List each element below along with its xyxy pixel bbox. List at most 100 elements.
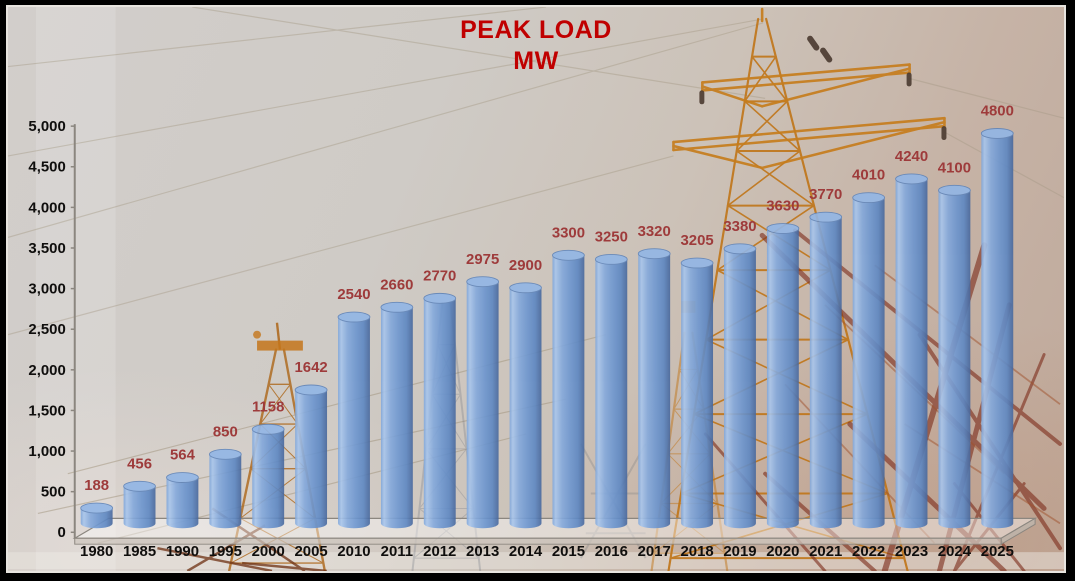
bar-cylinder-1990 — [166, 472, 199, 529]
pylon-arm — [701, 63, 911, 84]
x-axis-label: 2020 — [766, 544, 799, 560]
cylinder-body — [766, 228, 799, 529]
pylon-arms — [672, 7, 946, 170]
bar-value-label: 3250 — [595, 230, 628, 246]
cylinder-body — [638, 253, 671, 529]
bar-value-label: 2900 — [509, 258, 542, 274]
cylinder-top — [980, 128, 1014, 139]
tower-head-detail — [253, 330, 262, 339]
bar-value-label: 564 — [170, 448, 196, 464]
cylinder-body — [423, 298, 456, 529]
bar-cylinder-2013 — [466, 276, 500, 529]
bar-cylinder-2015 — [552, 249, 585, 529]
bar-cylinder-1995 — [208, 448, 242, 529]
cylinder-top — [337, 311, 371, 323]
cylinder-top — [852, 192, 886, 204]
pylon-arm — [760, 120, 946, 170]
bar-cylinder-2017 — [637, 248, 671, 529]
x-axis-label: 2017 — [638, 544, 671, 560]
pylon-arm — [760, 67, 911, 108]
bar-cylinder-2012 — [423, 292, 457, 529]
cylinder-body — [466, 281, 499, 529]
power-line — [8, 155, 674, 336]
bar-value-label: 3380 — [723, 219, 756, 235]
cylinder-body — [252, 429, 285, 529]
bar-value-label: 188 — [84, 478, 109, 494]
bar-cylinder-1980 — [80, 502, 114, 529]
x-axis-label: 1995 — [209, 544, 242, 560]
chart-floor-side — [1000, 517, 1036, 546]
cylinder-top — [552, 249, 585, 261]
pylon-arm — [672, 144, 764, 170]
chart-title-line2: MW — [513, 47, 559, 76]
insulator-icon — [699, 90, 705, 105]
x-axis-label: 2022 — [852, 544, 885, 560]
cylinder-top — [809, 211, 843, 223]
bar-value-label: 850 — [213, 424, 238, 440]
cylinder-body — [681, 263, 714, 529]
bar-value-label: 2975 — [466, 252, 499, 268]
tower-cross-brace — [751, 55, 789, 103]
cylinder-body — [209, 454, 242, 529]
y-tick-label: 3,000 — [28, 282, 65, 298]
x-axis-label: 1990 — [166, 544, 199, 560]
x-axis-label: 2021 — [809, 544, 842, 560]
insulators — [699, 35, 947, 141]
x-axis-label: 2010 — [337, 544, 370, 560]
bar-value-label: 4100 — [938, 160, 971, 176]
y-tick-label: 5,000 — [28, 119, 65, 135]
x-axis-label: 1985 — [123, 544, 156, 560]
bar-value-label: 2540 — [337, 287, 370, 303]
tower-head — [257, 340, 303, 351]
cylinder-top — [509, 282, 542, 294]
tower-cross-brace — [743, 100, 801, 152]
cylinder-top — [723, 243, 757, 255]
bar-value-label: 3630 — [766, 199, 799, 215]
bar-cylinder-2020 — [766, 223, 800, 529]
bar-cylinder-1985 — [123, 480, 156, 529]
x-axis-label: 2015 — [552, 544, 585, 560]
insulator-icon — [941, 126, 947, 141]
cylinder-top — [938, 184, 971, 196]
cylinder-body — [938, 190, 971, 529]
x-axis-label: 2019 — [723, 544, 756, 560]
x-axis-label: 2013 — [466, 544, 499, 560]
x-axis-label: 2018 — [680, 544, 713, 560]
insulator-icon — [807, 35, 820, 51]
cylinder-body — [123, 486, 156, 529]
cylinder-body — [809, 217, 842, 529]
bar-value-label: 4240 — [895, 149, 928, 165]
cylinder-body — [595, 259, 628, 529]
bar-cylinder-2024 — [938, 184, 971, 529]
x-axis-label: 2025 — [981, 544, 1014, 560]
y-tick-label: 0 — [57, 525, 65, 541]
bar-chart-canvas: 0 500 1,000 1,500 2,000 2,500 3,000 3,500 4,000 4… — [28, 104, 1038, 560]
power-line — [192, 7, 766, 99]
cylinder-body — [552, 255, 585, 529]
bar-value-label: 4010 — [852, 168, 885, 184]
cylinder-top — [423, 292, 457, 304]
chart-title: PEAK LOAD MW — [8, 15, 1064, 78]
bar-value-label: 3300 — [552, 225, 585, 241]
x-axis-label: 2012 — [423, 544, 456, 560]
pylon-arm — [701, 71, 911, 92]
tower-cross-brace — [735, 150, 815, 207]
y-tick-label: 4,000 — [28, 200, 65, 216]
cylinder-body — [981, 133, 1014, 529]
cylinder-top — [637, 248, 671, 260]
lattice-line — [241, 561, 327, 571]
x-axis-label: 1980 — [80, 544, 113, 560]
bar-cylinder-2022 — [852, 192, 886, 529]
bar-value-label: 2770 — [423, 268, 456, 284]
cylinder-top — [80, 502, 114, 514]
cylinder-top — [680, 257, 714, 269]
cylinder-body — [724, 248, 756, 529]
cylinder-body — [852, 197, 885, 529]
x-axis-label: 2014 — [509, 544, 543, 560]
bar-cylinder-2023 — [895, 173, 928, 529]
cylinder-body — [166, 477, 199, 529]
y-tick-label: 500 — [41, 485, 66, 501]
bar-value-label: 3770 — [809, 187, 842, 203]
bar-cylinder-2014 — [509, 282, 542, 529]
